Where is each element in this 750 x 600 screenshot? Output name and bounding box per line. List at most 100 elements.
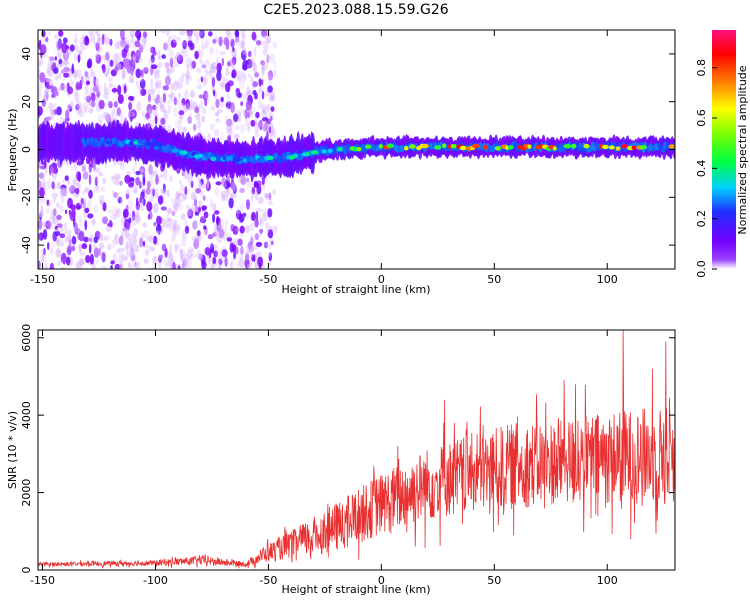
heatmap-noise-cell	[75, 45, 80, 52]
heatmap-noise-cell	[123, 85, 127, 94]
colorbar: 0.0 0.2 0.4 0.6 0.8 Normalized spectral ampl…	[695, 30, 749, 278]
heatmap-peak-cell	[403, 146, 409, 151]
heatmap-noise-cell	[175, 244, 181, 250]
heatmap-noise-cell	[192, 220, 198, 230]
heatmap-noise-cell	[79, 219, 83, 228]
heatmap-noise-cell	[43, 180, 50, 191]
heatmap-noise-cell	[118, 235, 124, 246]
heatmap-noise-cell	[95, 42, 100, 52]
heatmap-noise-cell	[105, 37, 111, 45]
heatmap-noise-cell	[146, 244, 152, 249]
heatmap-noise-cell	[267, 70, 274, 81]
heatmap-noise-cell	[103, 91, 108, 100]
heatmap-peak-cell	[527, 144, 532, 149]
heatmap-noise-cell	[159, 173, 165, 178]
heatmap-noise-cell	[98, 194, 105, 205]
heatmap-peak-cell	[615, 146, 621, 151]
heatmap-noise-cell	[112, 108, 116, 114]
heatmap-noise-cell	[38, 172, 45, 179]
heatmap-noise-cell	[264, 119, 268, 131]
heatmap-noise-cell	[251, 211, 256, 222]
heatmap-noise-cell	[125, 41, 129, 51]
heatmap-noise-cell	[261, 108, 268, 119]
heatmap-noise-cell	[176, 83, 183, 90]
heatmap-noise-cell	[248, 243, 254, 254]
heatmap-noise-cell	[153, 70, 159, 75]
heatmap-noise-cell	[135, 209, 139, 218]
heatmap-noise-cell	[198, 30, 204, 38]
heatmap-noise-cell	[261, 30, 268, 38]
heatmap-noise-cell	[110, 265, 113, 269]
heatmap-noise-cell	[236, 118, 241, 123]
snr-y-axis: 0 2000 4000 6000	[20, 324, 675, 574]
heatmap-noise-cell	[268, 225, 273, 231]
heatmap-noise-cell	[147, 88, 153, 96]
heatmap-noise-cell	[77, 171, 81, 183]
heatmap-noise-cell	[101, 265, 107, 269]
heatmap-noise-cell	[216, 217, 221, 225]
heatmap-noise-cell	[240, 245, 244, 255]
heatmap-noise-cell	[57, 87, 63, 92]
heatmap-noise-cell	[230, 38, 235, 48]
colorbar-tick-label: 0.0	[695, 260, 708, 278]
heatmap-noise-cell	[65, 109, 70, 120]
heatmap-noise-cell	[108, 76, 114, 82]
heatmap-y-tick-label: -40	[20, 236, 33, 254]
heatmap-noise-cell	[79, 263, 83, 269]
heatmap-noise-cell	[128, 217, 132, 224]
heatmap-noise-cell	[195, 32, 199, 41]
heatmap-noise-cell	[53, 109, 58, 115]
heatmap-noise-cell	[81, 165, 86, 172]
heatmap-noise-cell	[235, 88, 240, 93]
heatmap-noise-cell	[246, 90, 253, 96]
heatmap-noise-cell	[254, 71, 259, 79]
heatmap-noise-cell	[112, 175, 117, 180]
heatmap-noise-cell	[234, 30, 239, 38]
heatmap-noise-cell	[142, 198, 146, 206]
heatmap-noise-cell	[38, 199, 43, 205]
heatmap-noise-cell	[158, 225, 161, 236]
colorbar-tick-label: 0.6	[695, 109, 708, 127]
heatmap-noise-cell	[76, 101, 83, 113]
heatmap-noise-cell	[63, 60, 70, 66]
heatmap-x-tick-label: 0	[378, 273, 385, 286]
heatmap-noise-cell	[47, 221, 53, 230]
heatmap-noise-cell	[239, 225, 245, 234]
heatmap-noise-cell	[143, 258, 149, 264]
heatmap-noise-cell	[79, 37, 86, 45]
heatmap-noise-cell	[83, 89, 90, 101]
heatmap-noise-cell	[67, 104, 71, 111]
heatmap-noise-cell	[246, 180, 253, 188]
heatmap-peak-cell	[327, 148, 333, 153]
heatmap-noise-cell	[250, 119, 256, 127]
heatmap-noise-cell	[153, 221, 157, 227]
heatmap-noise-cell	[107, 67, 111, 75]
heatmap-noise-cell	[250, 75, 254, 83]
heatmap-noise-cell	[93, 174, 98, 185]
heatmap-noise-cell	[62, 257, 67, 265]
heatmap-noise-cell	[60, 82, 65, 91]
heatmap-noise-cell	[200, 76, 204, 83]
heatmap-noise-cell	[98, 232, 104, 241]
heatmap-noise-cell	[105, 52, 110, 61]
heatmap-noise-cell	[53, 208, 57, 217]
heatmap-peak-cell	[608, 145, 615, 150]
heatmap-noise-cell	[230, 48, 235, 57]
heatmap-noise-cell	[166, 208, 173, 214]
heatmap-noise-cell	[218, 218, 225, 230]
heatmap-noise-cell	[262, 212, 268, 222]
heatmap-peak-cell	[242, 158, 247, 163]
heatmap-noise-cell	[69, 44, 75, 52]
heatmap-noise-cell	[178, 76, 184, 88]
heatmap-noise-cell	[78, 215, 82, 223]
heatmap-noise-cell	[188, 175, 194, 187]
heatmap-noise-cell	[113, 212, 118, 220]
heatmap-noise-cell	[197, 118, 201, 130]
heatmap-noise-cell	[78, 203, 82, 209]
heatmap-noise-cell	[226, 93, 231, 104]
heatmap-noise-cell	[42, 222, 48, 228]
heatmap-noise-cell	[63, 222, 68, 231]
heatmap-noise-cell	[117, 42, 121, 49]
heatmap-noise-cell	[130, 111, 136, 117]
heatmap-noise-cell	[170, 39, 177, 48]
